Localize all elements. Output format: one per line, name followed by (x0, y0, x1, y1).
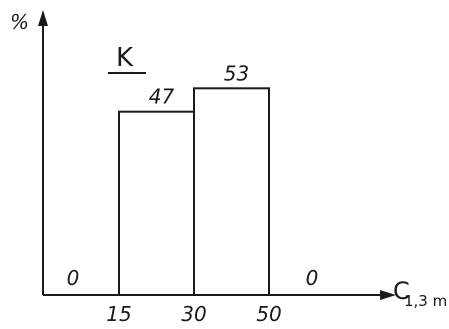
value-labels-group: 0 47 53 0 (67, 61, 319, 290)
zero-value-label: 0 (67, 266, 80, 290)
y-axis-label: % (10, 10, 29, 34)
x-tick-label: 15 (106, 302, 131, 326)
x-axis-label-subscript: 1,3 m (404, 292, 447, 310)
zero-value-label: 0 (306, 266, 319, 290)
x-axis-arrow (380, 290, 396, 300)
bar-15-30 (118, 110, 195, 296)
x-ticks-group: 15 30 50 (106, 302, 281, 326)
bars-group (118, 87, 270, 296)
bar-value-label: 47 (149, 85, 175, 109)
x-tick-label: 30 (181, 302, 206, 326)
bar-30-50 (193, 87, 270, 296)
y-axis-arrow (38, 10, 48, 26)
x-axis-label: C (393, 277, 410, 305)
bar-value-label: 53 (224, 61, 249, 85)
x-tick-label: 50 (256, 302, 281, 326)
chart-title: K (116, 43, 134, 73)
